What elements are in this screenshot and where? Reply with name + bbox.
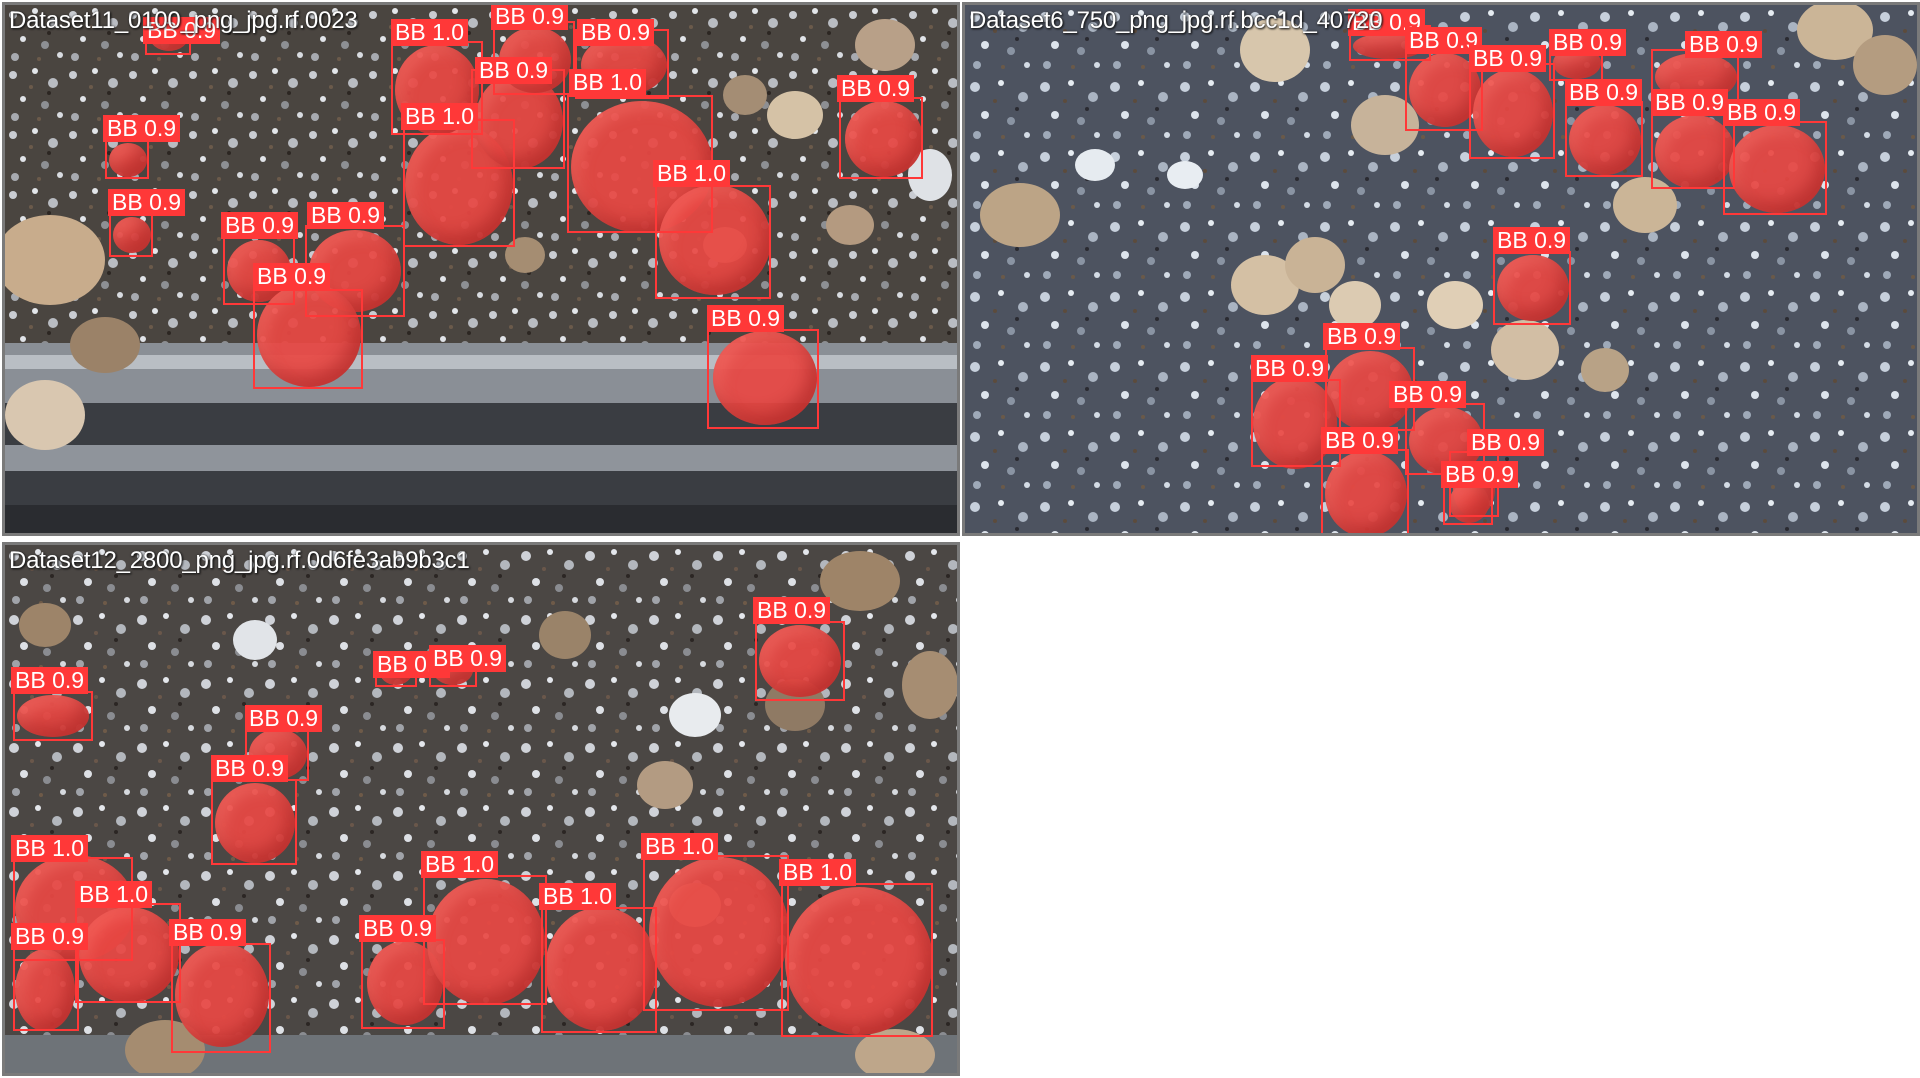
detection-label: BB 0.9 bbox=[245, 705, 323, 732]
detection-label: BB 0.9 bbox=[1441, 461, 1519, 488]
detection-label: BB 0.9 bbox=[1651, 89, 1729, 116]
detection-label: BB 0.9 bbox=[475, 57, 553, 84]
detection-label: BB 0.9 bbox=[491, 5, 569, 30]
detection-image-tile-3: Dataset12_2800_png_jpg.rf.0d6fe3ab9b3c1 … bbox=[2, 542, 960, 1076]
detection-label: BB 0.9 bbox=[1685, 31, 1763, 58]
detection-label: BB 0.9 bbox=[1389, 381, 1467, 408]
detection-label: BB 0.9 bbox=[1321, 427, 1399, 454]
detection-label: BB 0.9 bbox=[1723, 99, 1801, 126]
detection-label: BB 0.9 bbox=[307, 202, 385, 229]
detection-label: BB 0.9 bbox=[11, 923, 89, 950]
detection-label: BB 0.9 bbox=[11, 667, 89, 694]
detection-label: BB 1.0 bbox=[11, 835, 89, 862]
detection-label: BB 0.9 bbox=[108, 189, 186, 216]
detection-label: BB 0.9 bbox=[837, 75, 915, 102]
detection-label: BB 0.9 bbox=[753, 597, 831, 624]
detection-label: BB 0.9 bbox=[169, 919, 247, 946]
detection-label: BB 0.9 bbox=[707, 305, 785, 332]
detection-label: BB 0.9 bbox=[143, 17, 221, 44]
detection-label: BB 1.0 bbox=[641, 833, 719, 860]
detection-label: BB 0.9 bbox=[429, 645, 507, 672]
detection-label: BB 0.9 bbox=[1251, 355, 1329, 382]
detection-label: BB 0.9 bbox=[1565, 79, 1643, 106]
detection-label: BB 0.9 bbox=[1549, 29, 1627, 56]
detection-label: BB 1.0 bbox=[539, 883, 617, 910]
image-filename-title: Dataset12_2800_png_jpg.rf.0d6fe3ab9b3c1 bbox=[9, 547, 470, 574]
detection-label: BB 1.0 bbox=[75, 881, 153, 908]
detection-label: BB 1.0 bbox=[653, 160, 731, 187]
detection-label: BB 0.9 bbox=[103, 115, 181, 142]
detection-label: BB 1.0 bbox=[421, 851, 499, 878]
detection-label: BB 0.9 bbox=[253, 263, 331, 290]
detection-label: BB 0.9 bbox=[221, 212, 299, 239]
detection-label: BB 0.9 bbox=[211, 755, 289, 782]
detection-label: BB 1.0 bbox=[569, 69, 647, 96]
detection-label: BB 1.0 bbox=[779, 859, 857, 886]
detection-image-tile-1: Dataset11_0100_png_jpg.rf.0023 BB 0.9 BB… bbox=[2, 2, 960, 536]
detection-label: BB 0.9 bbox=[1323, 323, 1401, 350]
image-filename-title: Dataset6_750_png_jpg.rf.bcc1d_40720 bbox=[969, 7, 1383, 34]
detection-label: BB 0.9 bbox=[1467, 429, 1545, 456]
detection-label: BB 1.0 bbox=[391, 19, 469, 46]
detection-label: BB 0.9 bbox=[577, 19, 655, 46]
image-filename-title: Dataset11_0100_png_jpg.rf.0023 bbox=[9, 7, 358, 34]
detection-label: BB 0.9 bbox=[1469, 45, 1547, 72]
detection-label: BB 1.0 bbox=[401, 103, 479, 130]
detection-label: BB 0.9 bbox=[1405, 27, 1483, 54]
detection-label: BB 0.9 bbox=[1493, 227, 1571, 254]
detection-image-tile-2: Dataset6_750_png_jpg.rf.bcc1d_40720 BB 0… bbox=[962, 2, 1920, 536]
detection-label: BB 0.9 bbox=[359, 915, 437, 942]
